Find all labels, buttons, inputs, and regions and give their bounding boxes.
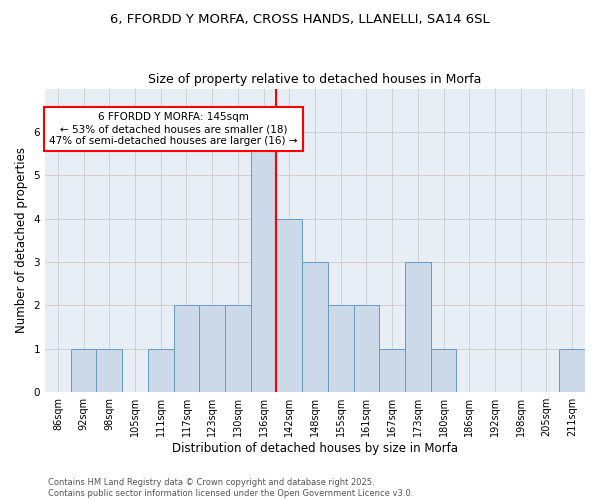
Bar: [173, 306, 199, 392]
Bar: [97, 349, 122, 392]
Title: Size of property relative to detached houses in Morfa: Size of property relative to detached ho…: [148, 73, 482, 86]
Text: 6 FFORDD Y MORFA: 145sqm
← 53% of detached houses are smaller (18)
47% of semi-d: 6 FFORDD Y MORFA: 145sqm ← 53% of detach…: [49, 112, 298, 146]
Bar: [199, 306, 225, 392]
Bar: [405, 262, 431, 392]
Text: 6, FFORDD Y MORFA, CROSS HANDS, LLANELLI, SA14 6SL: 6, FFORDD Y MORFA, CROSS HANDS, LLANELLI…: [110, 12, 490, 26]
Bar: [302, 262, 328, 392]
Bar: [431, 349, 457, 392]
Bar: [277, 218, 302, 392]
Y-axis label: Number of detached properties: Number of detached properties: [15, 148, 28, 334]
Bar: [148, 349, 173, 392]
Bar: [353, 306, 379, 392]
Text: Contains HM Land Registry data © Crown copyright and database right 2025.
Contai: Contains HM Land Registry data © Crown c…: [48, 478, 413, 498]
X-axis label: Distribution of detached houses by size in Morfa: Distribution of detached houses by size …: [172, 442, 458, 455]
Bar: [225, 306, 251, 392]
Bar: [328, 306, 353, 392]
Bar: [251, 132, 277, 392]
Bar: [559, 349, 585, 392]
Bar: [71, 349, 97, 392]
Bar: [379, 349, 405, 392]
